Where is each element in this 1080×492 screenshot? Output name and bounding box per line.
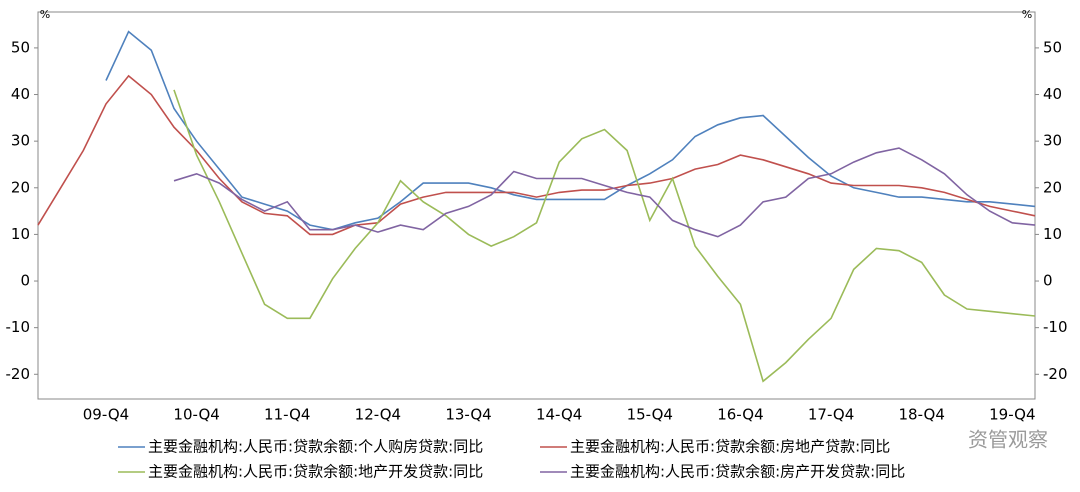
x-tick-label: 11-Q4 [264, 406, 310, 424]
y-tick-label: -10 [6, 318, 31, 336]
y-tick-label: 50 [11, 38, 30, 56]
y2-tick-label: 40 [1043, 85, 1062, 103]
y2-tick-label: 50 [1043, 38, 1062, 56]
x-tick-label: 17-Q4 [808, 406, 854, 424]
legend-label: 主要金融机构:人民币:贷款余额:房地产贷款:同比 [570, 438, 890, 456]
y-tick-label: -20 [6, 365, 31, 383]
x-tick-label: 15-Q4 [627, 406, 673, 424]
y-tick-label: 30 [11, 132, 30, 150]
legend-label: 主要金融机构:人民币:贷款余额:个人购房贷款:同比 [148, 438, 483, 456]
plot-frame [37, 11, 1036, 400]
x-tick-label: 18-Q4 [899, 406, 945, 424]
series-line [37, 74, 1036, 236]
x-tick-label: 16-Q4 [717, 406, 763, 424]
x-tick-label: 14-Q4 [536, 406, 582, 424]
x-tick-label: 13-Q4 [445, 406, 491, 424]
watermark: 资管观察 [968, 428, 1048, 452]
y-tick-label: 40 [11, 85, 30, 103]
legend-label: 主要金融机构:人民币:贷款余额:房产开发贷款:同比 [570, 463, 905, 481]
legend-label: 主要金融机构:人民币:贷款余额:地产开发贷款:同比 [148, 463, 483, 481]
y2-tick-label: -10 [1043, 318, 1068, 336]
x-tick-label: 10-Q4 [173, 406, 219, 424]
x-tick-label: 12-Q4 [355, 406, 401, 424]
y2-axis-unit: % [1022, 8, 1032, 21]
series-line [173, 89, 1036, 383]
y-axis-unit: % [40, 8, 50, 21]
y-tick-label: 20 [11, 178, 30, 196]
y2-tick-label: 30 [1043, 132, 1062, 150]
series-line [105, 30, 1036, 231]
series-line [173, 147, 1036, 238]
y2-tick-label: 20 [1043, 178, 1062, 196]
y2-tick-label: 10 [1043, 225, 1062, 243]
x-tick-label: 09-Q4 [83, 406, 129, 424]
y2-tick-label: 0 [1043, 272, 1053, 290]
y2-tick-label: -20 [1043, 365, 1068, 383]
x-tick-label: 19-Q4 [989, 406, 1035, 424]
y-tick-label: 10 [11, 225, 30, 243]
y-tick-label: 0 [20, 272, 30, 290]
